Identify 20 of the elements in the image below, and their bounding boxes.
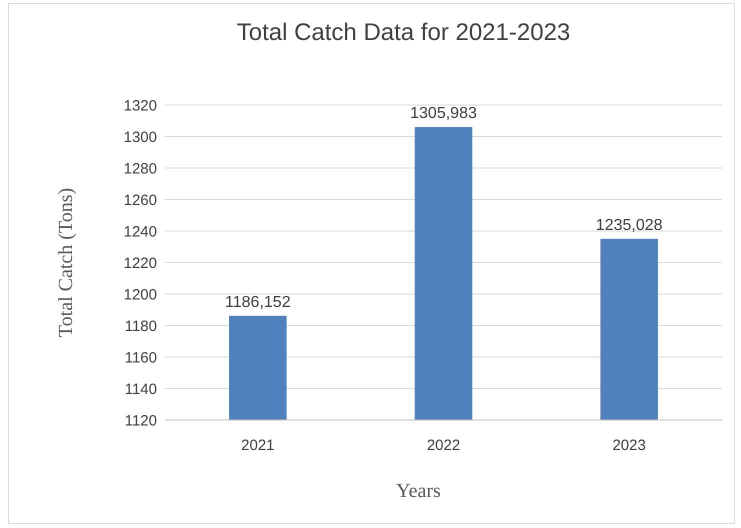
y-tick-label: 1140 [124, 380, 157, 398]
y-tick-label: 1120 [124, 412, 157, 430]
x-tick-label: 2021 [241, 437, 275, 454]
y-tick-label: 1260 [124, 192, 157, 209]
y-tick-label: 1160 [124, 349, 157, 366]
data-label: 1305,983 [410, 105, 477, 122]
y-tick-label: 1240 [124, 223, 157, 240]
x-axis-title: Years [396, 480, 442, 502]
y-tick-label: 1280 [124, 160, 157, 178]
y-tick-label: 1180 [124, 318, 157, 335]
chart-title: Total Catch Data for 2021-2023 [236, 19, 570, 46]
data-label: 1235,028 [596, 216, 663, 234]
y-tick-label: 1200 [124, 286, 157, 304]
data-label: 1186,152 [225, 294, 291, 311]
x-tick-label: 2023 [612, 437, 646, 454]
y-tick-label: 1300 [124, 128, 157, 146]
y-tick-label: 1220 [124, 254, 157, 272]
x-tick-label: 2022 [426, 437, 460, 454]
y-axis-title: Total Catch (Tons) [55, 188, 77, 338]
y-tick-label: 1320 [124, 97, 157, 114]
